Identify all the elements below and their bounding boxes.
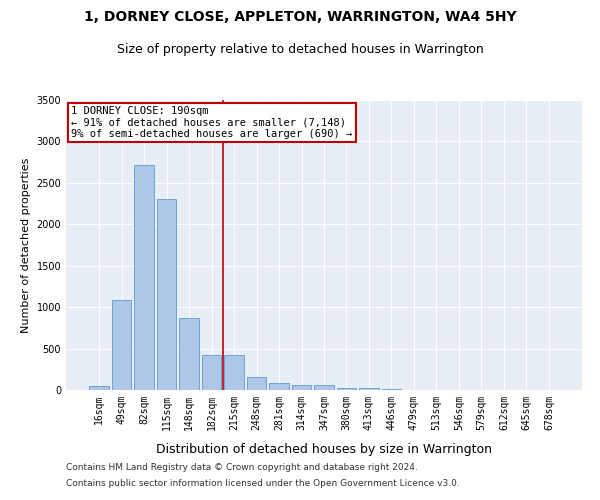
Bar <box>112 300 131 390</box>
Bar <box>157 200 176 390</box>
Text: Contains public sector information licensed under the Open Government Licence v3: Contains public sector information licen… <box>66 478 460 488</box>
Bar <box>359 388 379 390</box>
Bar <box>382 389 401 390</box>
Bar <box>134 164 154 390</box>
Bar <box>224 355 244 390</box>
Text: 1, DORNEY CLOSE, APPLETON, WARRINGTON, WA4 5HY: 1, DORNEY CLOSE, APPLETON, WARRINGTON, W… <box>83 10 517 24</box>
Bar <box>179 318 199 390</box>
Text: Size of property relative to detached houses in Warrington: Size of property relative to detached ho… <box>116 42 484 56</box>
Text: Contains HM Land Registry data © Crown copyright and database right 2024.: Contains HM Land Registry data © Crown c… <box>66 464 418 472</box>
Y-axis label: Number of detached properties: Number of detached properties <box>21 158 31 332</box>
Bar <box>202 355 221 390</box>
Bar <box>337 388 356 390</box>
Bar <box>292 385 311 390</box>
Bar <box>269 382 289 390</box>
Bar <box>314 386 334 390</box>
Bar <box>89 386 109 390</box>
Text: 1 DORNEY CLOSE: 190sqm
← 91% of detached houses are smaller (7,148)
9% of semi-d: 1 DORNEY CLOSE: 190sqm ← 91% of detached… <box>71 106 352 139</box>
Bar <box>247 376 266 390</box>
Text: Distribution of detached houses by size in Warrington: Distribution of detached houses by size … <box>156 442 492 456</box>
